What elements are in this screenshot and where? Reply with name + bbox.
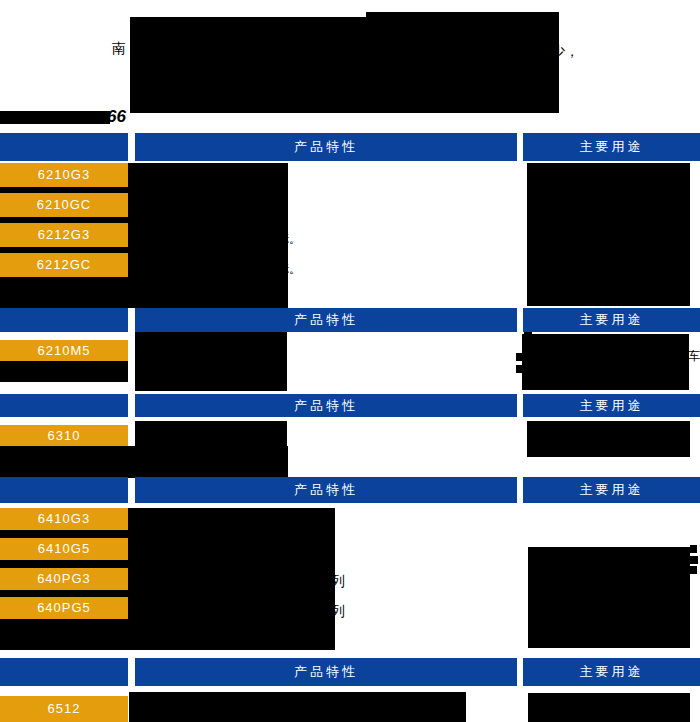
redacted-uses-block bbox=[527, 163, 690, 306]
intro-redaction-block bbox=[130, 17, 559, 113]
product-code-cell: 6310 bbox=[0, 425, 128, 446]
product-code-cell: 6210G3 bbox=[0, 163, 128, 187]
redacted-features-block bbox=[129, 692, 466, 722]
product-code-cell: 6512 bbox=[0, 696, 128, 722]
product-code-cell: 6410G3 bbox=[0, 508, 128, 530]
product-code-cell: 6212G3 bbox=[0, 223, 128, 247]
product-code-cell: 6212GC bbox=[0, 253, 128, 277]
uses-header: 主要用途 bbox=[523, 133, 700, 161]
features-header: 产品特性 bbox=[135, 133, 517, 161]
product-code-cell: 6210M5 bbox=[0, 340, 128, 361]
product-code-cell: 640PG3 bbox=[0, 568, 128, 590]
product-column-header bbox=[0, 477, 128, 503]
redacted-left-block bbox=[0, 361, 128, 382]
glyph-sliver bbox=[516, 365, 522, 373]
intro-stat-suffix: 66 bbox=[107, 107, 126, 127]
redacted-features-block bbox=[135, 421, 287, 446]
glyph-sliver bbox=[516, 353, 522, 361]
uses-header: 主要用途 bbox=[523, 658, 700, 686]
redacted-uses-block bbox=[528, 547, 690, 648]
product-code-cell: 6210GC bbox=[0, 193, 128, 217]
glyph-sliver bbox=[690, 556, 698, 564]
uses-header: 主要用途 bbox=[523, 308, 700, 332]
redacted-features-block bbox=[135, 332, 287, 391]
product-column-header bbox=[0, 658, 128, 686]
product-code-cell: 640PG5 bbox=[0, 597, 128, 619]
product-column-header bbox=[0, 308, 128, 332]
use-text-fragment: 车 bbox=[688, 348, 700, 365]
redacted-uses-block bbox=[528, 693, 690, 722]
redacted-uses-block bbox=[527, 421, 690, 457]
catalog-page: 南 少， 66 产品特性 主要用途 标。 标。 6210G3 6210GC 62… bbox=[0, 0, 700, 722]
product-column-header bbox=[0, 394, 128, 417]
stat-redaction-bar bbox=[0, 111, 110, 124]
redacted-uses-block bbox=[522, 334, 689, 390]
features-header: 产品特性 bbox=[135, 658, 517, 686]
redacted-features-block bbox=[0, 446, 288, 478]
intro-lead-char: 南 bbox=[112, 40, 126, 58]
features-header: 产品特性 bbox=[135, 477, 517, 503]
features-header: 产品特性 bbox=[135, 394, 517, 417]
glyph-sliver bbox=[690, 545, 697, 553]
uses-header: 主要用途 bbox=[523, 477, 700, 503]
product-code-cell: 6410G5 bbox=[0, 538, 128, 560]
uses-header: 主要用途 bbox=[523, 394, 700, 417]
features-header: 产品特性 bbox=[135, 308, 517, 332]
glyph-sliver bbox=[690, 566, 697, 574]
product-column-header bbox=[0, 133, 128, 161]
